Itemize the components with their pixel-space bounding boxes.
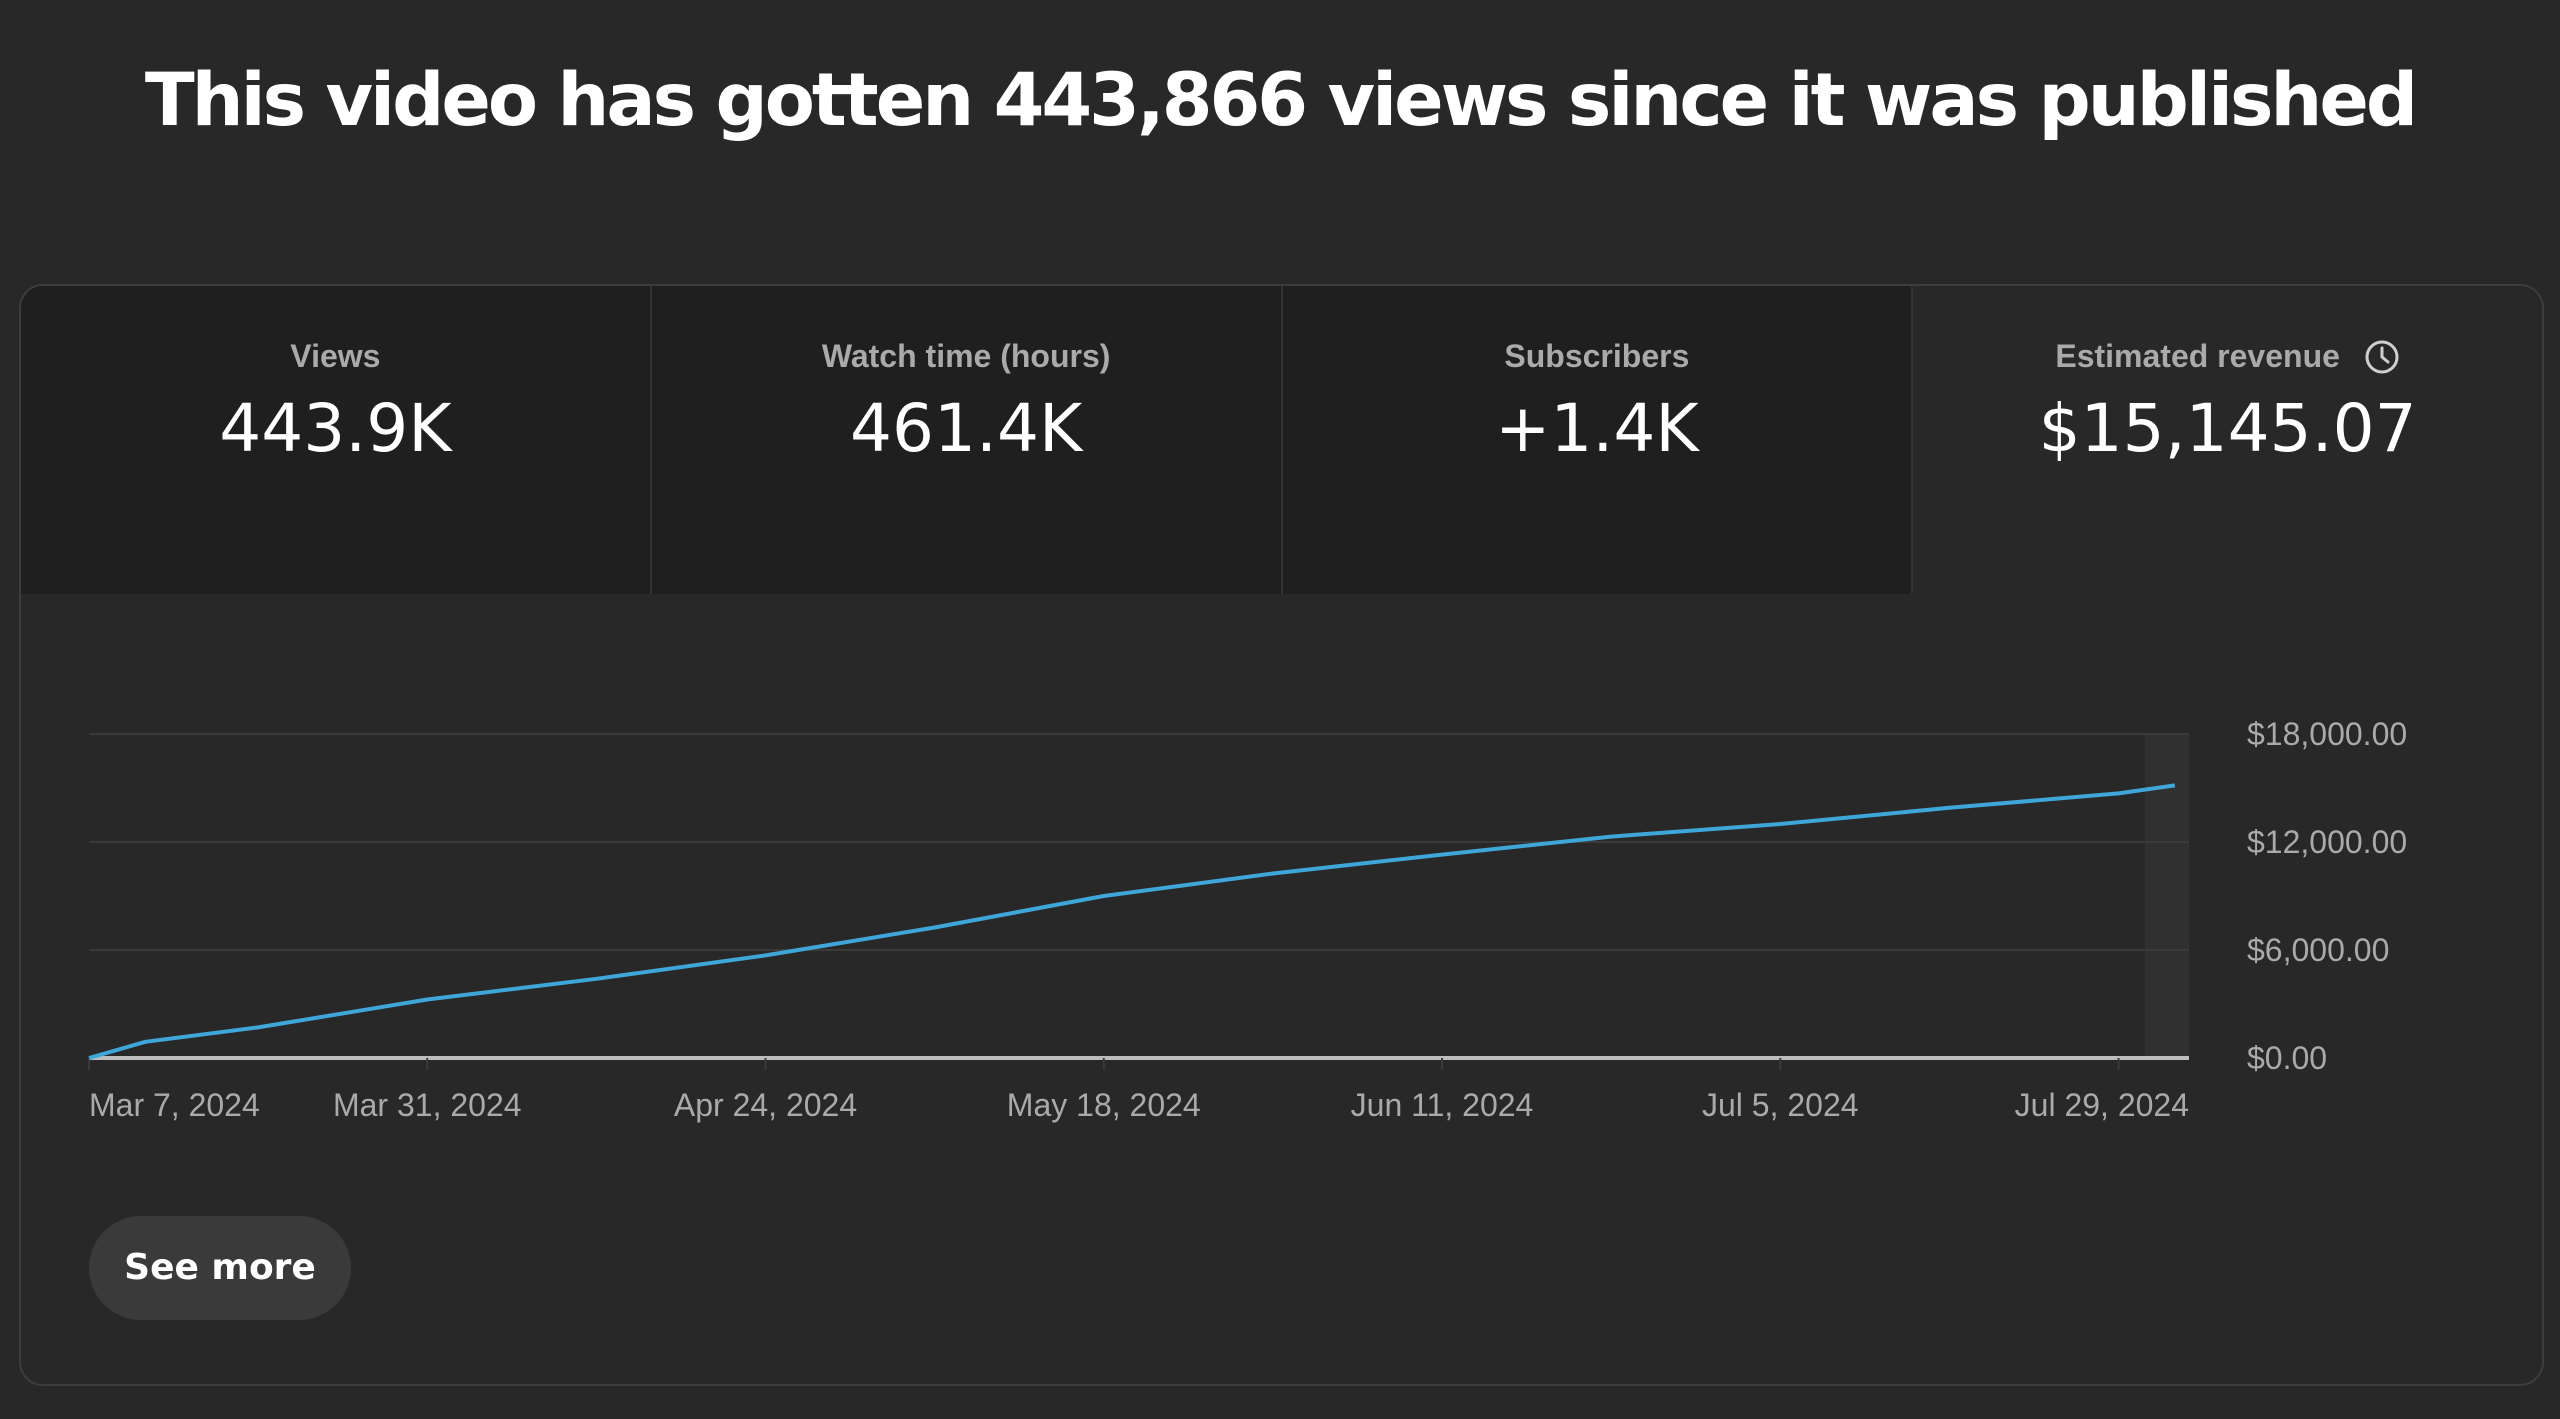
- metric-tabs: Views 443.9K Watch time (hours) 461.4K S…: [21, 286, 2542, 594]
- metric-value: $15,145.07: [2038, 390, 2417, 467]
- metric-value: 461.4K: [850, 390, 1083, 467]
- latest-period-band: [2145, 734, 2189, 1058]
- metric-label-row: Estimated revenue: [1913, 338, 2542, 375]
- x-tick-label: Jun 11, 2024: [1351, 1087, 1534, 1123]
- x-tick-label: Apr 24, 2024: [674, 1087, 857, 1123]
- x-tick-label: Jul 5, 2024: [1702, 1087, 1859, 1123]
- clock-icon[interactable]: [2364, 339, 2400, 375]
- y-tick-label: $18,000.00: [2247, 716, 2407, 752]
- x-tick-label: Mar 31, 2024: [333, 1087, 522, 1123]
- y-tick-label: $6,000.00: [2247, 932, 2389, 968]
- metric-tab-views[interactable]: Views 443.9K: [21, 286, 652, 594]
- metric-value: +1.4K: [1495, 390, 1699, 467]
- metric-value: 443.9K: [219, 390, 452, 467]
- chart-svg: $0.00 $6,000.00 $12,000.00 $18,000.00 Mar 7,…: [88, 716, 2407, 1123]
- revenue-series-line: [88, 783, 2176, 1060]
- metric-label-wrap: Estimated revenue: [2055, 338, 2400, 375]
- y-tick-label: $12,000.00: [2247, 824, 2407, 860]
- x-tick-label: Mar 7, 2024: [89, 1087, 260, 1123]
- metric-tab-subscribers[interactable]: Subscribers +1.4K: [1282, 286, 1914, 594]
- metric-tab-estimated-revenue[interactable]: Estimated revenue $15,145.07: [1913, 286, 2542, 594]
- metric-label: Subscribers: [1504, 338, 1690, 374]
- y-tick-label: $0.00: [2247, 1040, 2327, 1076]
- analytics-card: Views 443.9K Watch time (hours) 461.4K S…: [19, 284, 2544, 1386]
- metric-label: Watch time (hours): [821, 338, 1111, 374]
- revenue-chart: $0.00 $6,000.00 $12,000.00 $18,000.00 Mar 7,…: [21, 594, 2542, 1154]
- see-more-button[interactable]: See more: [89, 1216, 351, 1320]
- page-headline: This video has gotten 443,866 views sinc…: [144, 58, 2418, 143]
- x-tick-label: Jul 29, 2024: [2015, 1087, 2189, 1123]
- metric-tab-watch-time[interactable]: Watch time (hours) 461.4K: [651, 286, 1283, 594]
- metric-label: Views: [290, 338, 381, 374]
- metric-label: Estimated revenue: [2055, 338, 2340, 374]
- x-tick-label: May 18, 2024: [1007, 1087, 1201, 1123]
